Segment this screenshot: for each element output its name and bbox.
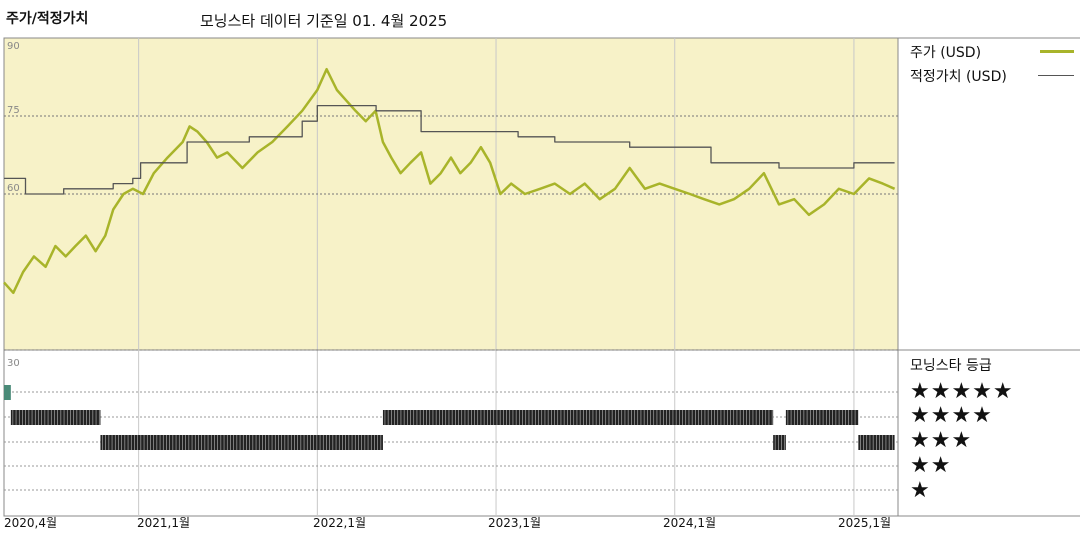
x-tick-label-2024: 2024,1월 — [663, 516, 717, 530]
legend-item-price: 주가 (USD) — [910, 40, 1078, 64]
y-tick-label: 75 — [7, 105, 20, 116]
y-tick-label: 30 — [7, 358, 20, 369]
legend: 주가 (USD) 적정가치 (USD) — [910, 40, 1078, 88]
x-tick-label-2021: 2021,1월 — [137, 516, 191, 530]
legend-label-price: 주가 (USD) — [910, 45, 982, 61]
y-tick-label: 60 — [7, 183, 20, 194]
x-tick-label-2020: 2020,4월 — [4, 516, 58, 530]
legend-item-fair-value: 적정가치 (USD) — [910, 64, 1078, 88]
rating-panel-title: 모닝스타 등급 — [910, 358, 992, 374]
fair-value-series-line — [4, 104, 895, 195]
x-tick-label-2022: 2022,1월 — [313, 516, 367, 530]
x-tick-label-2023: 2023,1월 — [488, 516, 542, 530]
rating-period-bar — [785, 410, 859, 425]
rating-label-5-stars: ★★★★★ — [910, 379, 1014, 404]
legend-label-fair-value: 적정가치 (USD) — [910, 69, 1007, 85]
rating-period-bar — [100, 435, 383, 450]
price-series-line — [3, 67, 896, 295]
y-tick-label: 90 — [7, 41, 20, 52]
chart-title: 주가/적정가치 — [6, 11, 89, 27]
rating-period-bar — [773, 435, 786, 450]
rating-label-3-stars: ★★★ — [910, 428, 973, 453]
x-tick-label-2025: 2025,1월 — [838, 516, 892, 530]
chart-subtitle: 모닝스타 데이터 기준일 01. 4월 2025 — [200, 12, 448, 30]
rating-period-bar — [10, 410, 101, 425]
rating-period-bar — [4, 385, 11, 400]
rating-bars — [4, 385, 895, 450]
price-plot-background — [3, 37, 899, 351]
legend-swatch-price — [1040, 50, 1074, 53]
rating-label-2-stars: ★★ — [910, 453, 952, 478]
y-axis-tick-labels: 30 60 75 90 — [7, 41, 20, 369]
rating-label-1-star: ★ — [910, 478, 931, 503]
legend-swatch-fair-value — [1038, 75, 1074, 76]
rating-period-bar — [382, 410, 774, 425]
series-lines — [3, 67, 896, 295]
rating-label-4-stars: ★★★★ — [910, 403, 993, 428]
rating-plot-background — [3, 349, 899, 517]
